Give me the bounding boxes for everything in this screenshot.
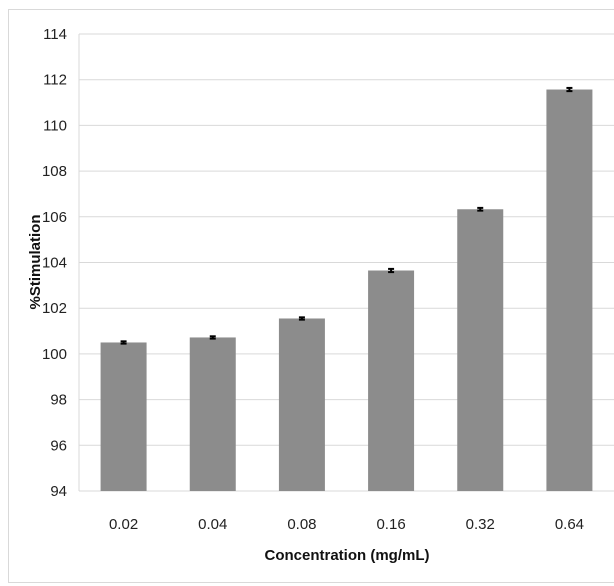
bar-0.32 [457,209,504,491]
y-tick-label: 112 [43,72,67,89]
bar-0.64 [546,89,593,491]
y-tick-label: 96 [50,437,67,454]
bar-0.02 [100,342,147,491]
bar-0.16 [368,270,415,491]
x-tick-labels: 0.02 0.04 0.08 0.16 0.32 0.64 [109,516,584,533]
y-tick-label: 108 [42,163,67,180]
gridlines [78,33,614,492]
bar-0.04 [189,337,236,491]
y-tick-labels: 94 96 98 100 102 104 106 108 110 112 114 [42,26,67,500]
x-tick-label: 0.16 [376,516,405,533]
y-tick-label: 98 [50,392,67,409]
y-axis-title: %Stimulation [27,214,44,309]
x-tick-label: 0.02 [109,516,138,533]
x-axis-title: Concentration (mg/mL) [265,547,430,564]
bar-0.08 [278,318,325,491]
y-tick-label: 102 [42,300,67,317]
x-tick-label: 0.04 [198,516,227,533]
y-tick-label: 100 [42,346,67,363]
x-tick-label: 0.64 [555,516,584,533]
y-tick-label: 110 [43,117,67,134]
y-tick-label: 106 [42,209,67,226]
y-tick-label: 104 [42,255,67,272]
x-tick-label: 0.32 [466,516,495,533]
x-tick-label: 0.08 [287,516,316,533]
bars [100,89,593,491]
y-tick-label: 94 [50,483,67,500]
error-bars [120,86,573,345]
y-tick-label: 114 [43,26,67,43]
